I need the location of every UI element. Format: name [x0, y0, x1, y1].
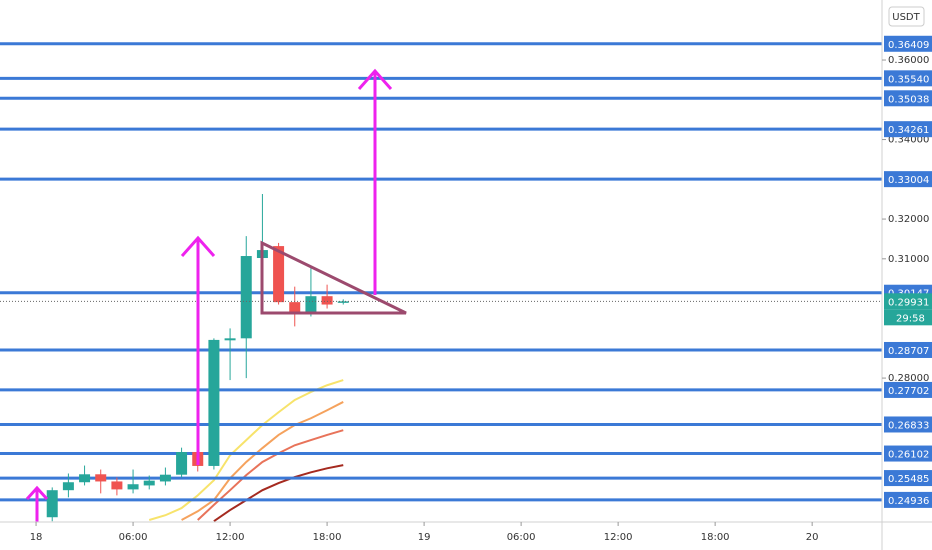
level-label-box	[884, 491, 932, 508]
y-tick-label: 0.36000	[888, 55, 929, 66]
candle-body	[95, 474, 107, 482]
level-label: 0.33004	[888, 175, 929, 186]
moving-average	[213, 464, 344, 523]
x-tick-label: 18	[30, 532, 43, 543]
level-label: 0.35540	[888, 74, 929, 85]
x-tick-label: 18:00	[701, 532, 730, 543]
candle-body	[176, 452, 188, 475]
candle-body	[337, 301, 349, 303]
level-label-box	[884, 35, 932, 52]
level-label: 0.25485	[888, 474, 929, 485]
level-label-box	[884, 445, 932, 462]
candle-body	[224, 338, 236, 341]
candle-body	[305, 296, 317, 313]
level-label: 0.28707	[888, 346, 929, 357]
arrow-head	[180, 235, 216, 257]
level-label-box	[884, 90, 932, 107]
currency-box	[888, 6, 925, 27]
candle-body	[62, 482, 74, 491]
level-label-box	[884, 171, 932, 188]
level-label: 0.26102	[888, 450, 929, 461]
candle-body	[208, 339, 220, 466]
candle-body	[127, 484, 139, 490]
y-tick-label: 0.31000	[888, 254, 929, 265]
countdown-box	[884, 309, 932, 326]
x-tick-label: 20	[806, 532, 819, 543]
x-tick-label: 06:00	[119, 532, 148, 543]
candle-body	[46, 490, 58, 518]
x-tick-label: 12:00	[604, 532, 633, 543]
countdown: 29:58	[896, 313, 925, 324]
level-label-box	[884, 470, 932, 487]
plot-area	[0, 42, 882, 523]
last-price-label: 0.29931	[888, 297, 929, 308]
moving-average	[181, 401, 344, 521]
y-tick-label: 0.28000	[888, 373, 929, 384]
x-tick-label: 06:00	[507, 532, 536, 543]
candle-body	[79, 474, 91, 483]
level-label: 0.26833	[888, 420, 929, 431]
candle-body	[159, 474, 171, 482]
moving-average	[197, 429, 344, 521]
level-label-box	[884, 121, 932, 138]
drawings	[25, 68, 407, 522]
y-tick-label: 0.32000	[888, 214, 929, 225]
level-label-box	[884, 381, 932, 398]
level-label-box	[884, 341, 932, 358]
x-tick-label: 12:00	[216, 532, 245, 543]
candle-body	[273, 246, 285, 303]
level-label: 0.34261	[888, 125, 929, 136]
arrow-head	[25, 485, 49, 501]
triangle-pattern	[260, 240, 407, 315]
last-price-box	[884, 293, 932, 310]
level-label: 0.24936	[888, 496, 929, 507]
candle-body	[111, 481, 123, 490]
level-label: 0.35038	[888, 94, 929, 105]
level-label: 0.36409	[888, 40, 929, 51]
x-tick-label: 18:00	[313, 532, 342, 543]
currency: USDT	[892, 12, 920, 23]
candle-body	[240, 256, 252, 339]
price-axis: 0.36000 0.34000 0.32000 0.31000 0.28000 0.364…	[882, 35, 932, 508]
candle-body	[321, 296, 333, 305]
moving-average	[148, 379, 344, 521]
candle-body	[143, 480, 155, 486]
level-label: 0.27702	[888, 386, 929, 397]
level-label-box	[884, 416, 932, 433]
arrow-head	[357, 68, 393, 90]
candle-body	[289, 302, 301, 313]
level-label-box	[884, 70, 932, 87]
x-tick-label: 19	[418, 532, 431, 543]
y-tick-label: 0.34000	[888, 135, 929, 146]
